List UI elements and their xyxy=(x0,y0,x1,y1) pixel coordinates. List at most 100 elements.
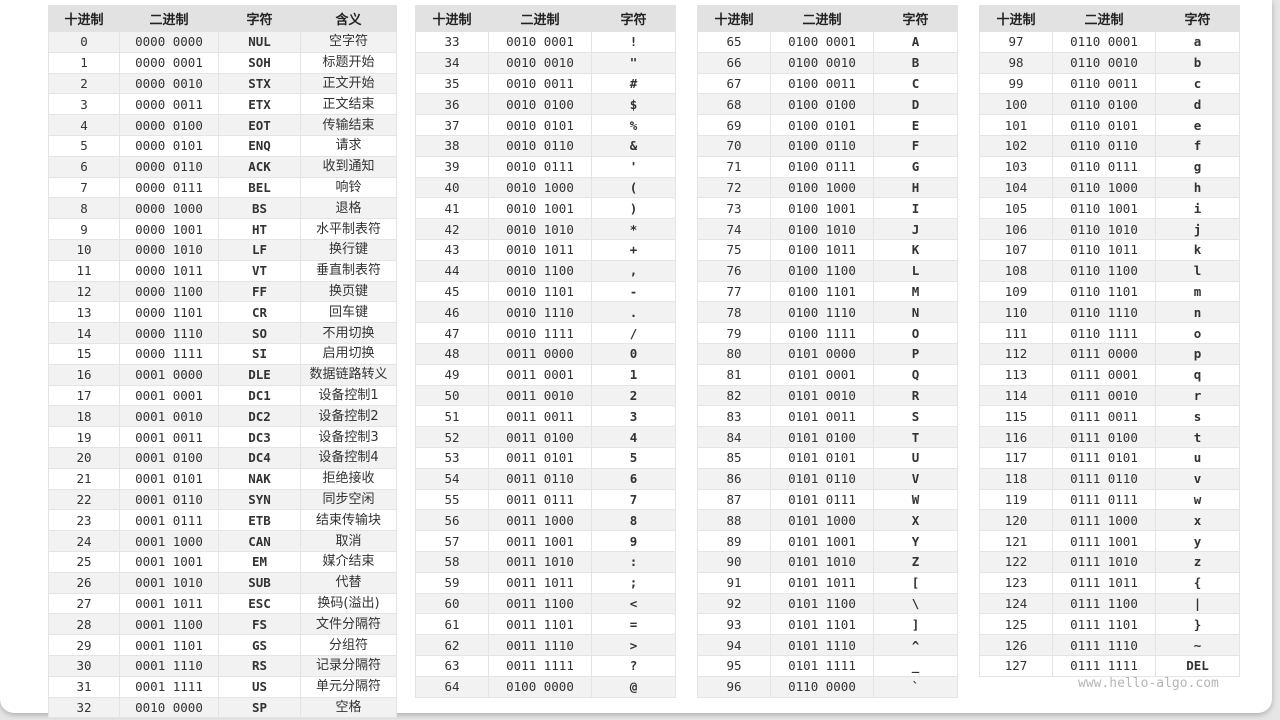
cell-bin: 0011 1110 xyxy=(488,634,592,656)
cell-char: SO xyxy=(218,322,301,344)
cell-meaning: 取消 xyxy=(300,530,397,552)
cell-bin: 0001 0011 xyxy=(119,426,219,448)
table-row: 122 0111 1010 z xyxy=(979,550,1240,573)
cell-char: I xyxy=(873,197,958,220)
table-row: 38 0010 0110 & xyxy=(415,134,676,157)
cell-char: . xyxy=(591,301,676,324)
cell-bin: 0011 0101 xyxy=(488,446,592,469)
cell-dec: 38 xyxy=(415,134,489,157)
table-row: 105 0110 1001 i xyxy=(979,197,1240,220)
table-row: 82 0101 0010 R xyxy=(697,384,958,407)
table-row: 74 0100 1010 J xyxy=(697,218,958,240)
cell-meaning: 传输结束 xyxy=(300,114,397,136)
cell-bin: 0100 0111 xyxy=(770,155,874,178)
cell-bin: 0100 1011 xyxy=(770,238,874,261)
cell-dec: 37 xyxy=(415,114,489,136)
cell-dec: 51 xyxy=(415,405,489,428)
cell-bin: 0100 0011 xyxy=(770,72,874,95)
cell-bin: 0001 0110 xyxy=(119,488,219,511)
cell-dec: 72 xyxy=(697,176,771,199)
table-row: 24 0001 1000 CAN 取消 xyxy=(48,530,397,552)
cell-char: DEL xyxy=(1155,654,1240,677)
cell-char: i xyxy=(1155,197,1240,220)
table-row: 101 0110 0101 e xyxy=(979,114,1240,136)
table-row: 32 0010 0000 SP 空格 xyxy=(48,696,397,719)
cell-char: | xyxy=(1155,592,1240,615)
table-row: 21 0001 0101 NAK 拒绝接收 xyxy=(48,467,397,490)
cell-char: 3 xyxy=(591,405,676,428)
cell-char: STX xyxy=(218,72,301,95)
cell-char: % xyxy=(591,114,676,136)
cell-bin: 0001 0100 xyxy=(119,446,219,469)
cell-char: GS xyxy=(218,634,301,656)
column-header-char: 字符 xyxy=(218,5,301,32)
cell-dec: 17 xyxy=(48,384,120,407)
cell-bin: 0010 1101 xyxy=(488,280,592,303)
cell-char: Z xyxy=(873,550,958,573)
cell-char: z xyxy=(1155,550,1240,573)
cell-char: H xyxy=(873,176,958,199)
cell-dec: 45 xyxy=(415,280,489,303)
cell-dec: 50 xyxy=(415,384,489,407)
table-row: 88 0101 1000 X xyxy=(697,509,958,532)
cell-meaning: 分组符 xyxy=(300,634,397,656)
column-header-bin: 二进制 xyxy=(119,5,219,32)
cell-bin: 0111 0011 xyxy=(1052,405,1156,428)
table-row: 64 0100 0000 @ xyxy=(415,675,676,698)
column-header-bin: 二进制 xyxy=(488,5,592,32)
cell-dec: 93 xyxy=(697,613,771,636)
cell-dec: 60 xyxy=(415,592,489,615)
cell-bin: 0000 1001 xyxy=(119,218,219,240)
cell-char: M xyxy=(873,280,958,303)
ascii-table-4: 十进制 二进制 字符 97 0110 0001 a 98 0110 0010 b 99 0110 0… xyxy=(979,5,1240,677)
table-row: 25 0001 1001 EM 媒介结束 xyxy=(48,550,397,573)
table-row: 111 0110 1111 o xyxy=(979,322,1240,344)
table-row: 8 0000 1000 BS 退格 xyxy=(48,197,397,220)
cell-char: a xyxy=(1155,31,1240,53)
cell-bin: 0111 0001 xyxy=(1052,363,1156,386)
cell-bin: 0101 0101 xyxy=(770,446,874,469)
cell-dec: 75 xyxy=(697,238,771,261)
cell-dec: 113 xyxy=(979,363,1053,386)
table-row: 118 0111 0110 v xyxy=(979,467,1240,490)
cell-meaning: 水平制表符 xyxy=(300,218,397,240)
table-row: 2 0000 0010 STX 正文开始 xyxy=(48,72,397,95)
cell-char: NUL xyxy=(218,31,301,53)
table-row: 55 0011 0111 7 xyxy=(415,488,676,511)
cell-bin: 0110 1000 xyxy=(1052,176,1156,199)
cell-dec: 109 xyxy=(979,280,1053,303)
table-row: 23 0001 0111 ETB 结束传输块 xyxy=(48,509,397,532)
cell-bin: 0001 1010 xyxy=(119,571,219,594)
cell-char: SYN xyxy=(218,488,301,511)
cell-dec: 81 xyxy=(697,363,771,386)
cell-dec: 69 xyxy=(697,114,771,136)
cell-char: A xyxy=(873,31,958,53)
header-row: 十进制 二进制 字符 xyxy=(415,5,676,32)
cell-bin: 0110 1111 xyxy=(1052,322,1156,344)
cell-dec: 87 xyxy=(697,488,771,511)
cell-char: O xyxy=(873,322,958,344)
cell-bin: 0110 1101 xyxy=(1052,280,1156,303)
cell-bin: 0111 1111 xyxy=(1052,654,1156,677)
cell-dec: 66 xyxy=(697,51,771,74)
cell-bin: 0011 0000 xyxy=(488,342,592,365)
cell-dec: 5 xyxy=(48,134,120,157)
cell-bin: 0110 0111 xyxy=(1052,155,1156,178)
cell-dec: 18 xyxy=(48,405,120,428)
cell-dec: 23 xyxy=(48,509,120,532)
cell-bin: 0111 1011 xyxy=(1052,571,1156,594)
table-row: 22 0001 0110 SYN 同步空闲 xyxy=(48,488,397,511)
table-row: 96 0110 0000 ` xyxy=(697,675,958,698)
cell-bin: 0011 1101 xyxy=(488,613,592,636)
table-row: 79 0100 1111 O xyxy=(697,322,958,344)
cell-dec: 1 xyxy=(48,51,120,74)
table-row: 83 0101 0011 S xyxy=(697,405,958,428)
cell-char: u xyxy=(1155,446,1240,469)
table-row: 26 0001 1010 SUB 代替 xyxy=(48,571,397,594)
table-row: 124 0111 1100 | xyxy=(979,592,1240,615)
cell-dec: 86 xyxy=(697,467,771,490)
cell-dec: 92 xyxy=(697,592,771,615)
cell-bin: 0110 1110 xyxy=(1052,301,1156,324)
table-row: 116 0111 0100 t xyxy=(979,426,1240,448)
cell-bin: 0100 1100 xyxy=(770,259,874,282)
